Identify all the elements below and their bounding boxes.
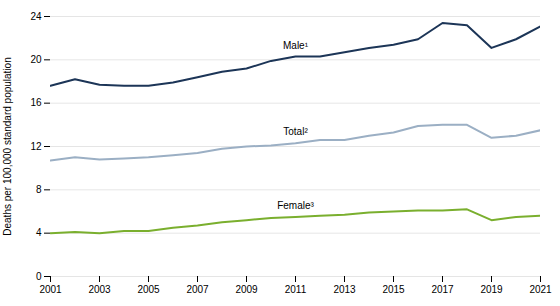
svg-text:2015: 2015 bbox=[382, 284, 405, 295]
svg-text:2007: 2007 bbox=[186, 284, 209, 295]
svg-text:24: 24 bbox=[30, 11, 42, 22]
svg-text:2001: 2001 bbox=[39, 284, 62, 295]
svg-text:16: 16 bbox=[30, 97, 42, 108]
svg-text:Deaths per 100,000 standard po: Deaths per 100,000 standard population bbox=[2, 57, 13, 235]
svg-text:2021: 2021 bbox=[529, 284, 552, 295]
svg-text:20: 20 bbox=[30, 54, 42, 65]
svg-text:Total²: Total² bbox=[283, 126, 308, 137]
svg-text:2009: 2009 bbox=[235, 284, 258, 295]
svg-text:8: 8 bbox=[36, 184, 42, 195]
svg-text:2013: 2013 bbox=[333, 284, 356, 295]
svg-text:2003: 2003 bbox=[88, 284, 111, 295]
svg-text:4: 4 bbox=[36, 227, 42, 238]
svg-text:2017: 2017 bbox=[431, 284, 454, 295]
svg-text:0: 0 bbox=[36, 271, 42, 282]
svg-text:Male¹: Male¹ bbox=[283, 40, 309, 51]
svg-text:2005: 2005 bbox=[137, 284, 160, 295]
svg-text:2011: 2011 bbox=[285, 284, 307, 295]
svg-text:Female³: Female³ bbox=[277, 200, 314, 211]
svg-text:12: 12 bbox=[30, 141, 42, 152]
svg-text:2019: 2019 bbox=[480, 284, 503, 295]
